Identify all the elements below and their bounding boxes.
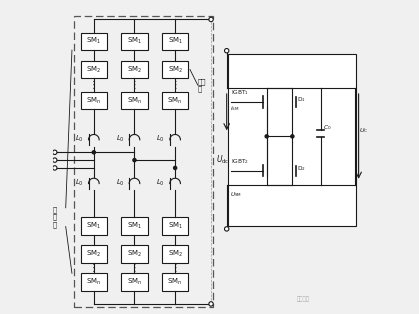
Text: $U_{\rm dc}$: $U_{\rm dc}$	[216, 154, 229, 166]
Bar	[121, 217, 148, 235]
Text: D$_2$: D$_2$	[297, 164, 306, 173]
Text: ⋮: ⋮	[89, 263, 99, 273]
Text: SM$_1$: SM$_1$	[86, 221, 101, 231]
Text: $C_0$: $C_0$	[323, 123, 331, 132]
Circle shape	[173, 166, 177, 170]
Bar	[80, 92, 107, 110]
Text: SM$_n$: SM$_n$	[86, 96, 101, 106]
Bar	[228, 54, 357, 226]
Circle shape	[92, 151, 96, 154]
Text: SM$_2$: SM$_2$	[168, 64, 183, 74]
Text: D$_1$: D$_1$	[297, 95, 306, 104]
Text: SM$_2$: SM$_2$	[127, 249, 142, 259]
Bar	[162, 92, 189, 110]
Bar	[162, 217, 189, 235]
Polygon shape	[289, 97, 296, 107]
Text: SM$_n$: SM$_n$	[127, 277, 142, 287]
Text: $U_{\rm SM}$: $U_{\rm SM}$	[230, 190, 242, 199]
Circle shape	[291, 135, 294, 138]
Circle shape	[133, 159, 136, 162]
Bar	[80, 61, 107, 78]
Text: ⋮: ⋮	[129, 80, 140, 90]
Text: ⋮: ⋮	[170, 80, 180, 90]
Text: $L_0$: $L_0$	[116, 178, 124, 188]
Text: SM$_n$: SM$_n$	[86, 277, 101, 287]
Polygon shape	[263, 166, 270, 176]
Bar	[73, 16, 212, 307]
Text: SM$_1$: SM$_1$	[86, 36, 101, 46]
Bar	[80, 273, 107, 291]
Polygon shape	[263, 97, 270, 107]
Text: 电气技术: 电气技术	[297, 297, 310, 302]
Bar	[80, 33, 107, 50]
Text: ⋮: ⋮	[89, 80, 99, 90]
Bar	[162, 33, 189, 50]
Text: IGBT$_2$: IGBT$_2$	[231, 157, 250, 166]
Bar	[162, 61, 189, 78]
Bar	[121, 245, 148, 263]
Bar	[162, 273, 189, 291]
Text: $i_{\rm SM}$: $i_{\rm SM}$	[230, 105, 239, 113]
Bar	[80, 245, 107, 263]
Text: ⋮: ⋮	[129, 263, 140, 273]
Text: SM$_1$: SM$_1$	[127, 221, 142, 231]
Text: SM$_n$: SM$_n$	[168, 277, 183, 287]
Text: SM$_2$: SM$_2$	[86, 64, 101, 74]
Text: $L_0$: $L_0$	[156, 134, 165, 144]
Text: SM$_n$: SM$_n$	[127, 96, 142, 106]
Text: SM$_1$: SM$_1$	[168, 221, 183, 231]
Text: $L_0$: $L_0$	[156, 178, 165, 188]
Text: SM$_2$: SM$_2$	[127, 64, 142, 74]
Text: SM$_2$: SM$_2$	[86, 249, 101, 259]
Circle shape	[265, 135, 268, 138]
Circle shape	[225, 49, 229, 53]
Text: SM$_1$: SM$_1$	[168, 36, 183, 46]
Bar	[121, 273, 148, 291]
Text: ⋮: ⋮	[170, 263, 180, 273]
Circle shape	[52, 150, 57, 154]
Text: SM$_2$: SM$_2$	[168, 249, 183, 259]
Bar	[162, 245, 189, 263]
Circle shape	[225, 227, 229, 231]
Circle shape	[209, 302, 213, 306]
Circle shape	[209, 17, 213, 22]
Text: $L_0$: $L_0$	[116, 134, 124, 144]
Text: 子模
块: 子模 块	[198, 78, 207, 92]
Text: $L_0$: $L_0$	[75, 178, 84, 188]
Text: SM$_n$: SM$_n$	[168, 96, 183, 106]
Bar	[121, 92, 148, 110]
Text: SM$_1$: SM$_1$	[127, 36, 142, 46]
Bar	[121, 33, 148, 50]
Text: 相
单
元: 相 单 元	[53, 206, 57, 228]
Text: $U_{\rm C}$: $U_{\rm C}$	[359, 126, 369, 135]
Text: $L_0$: $L_0$	[75, 134, 84, 144]
Bar	[80, 217, 107, 235]
Bar	[121, 61, 148, 78]
Polygon shape	[289, 166, 296, 176]
Circle shape	[52, 166, 57, 170]
Circle shape	[52, 158, 57, 162]
Text: IGBT$_1$: IGBT$_1$	[231, 88, 250, 97]
